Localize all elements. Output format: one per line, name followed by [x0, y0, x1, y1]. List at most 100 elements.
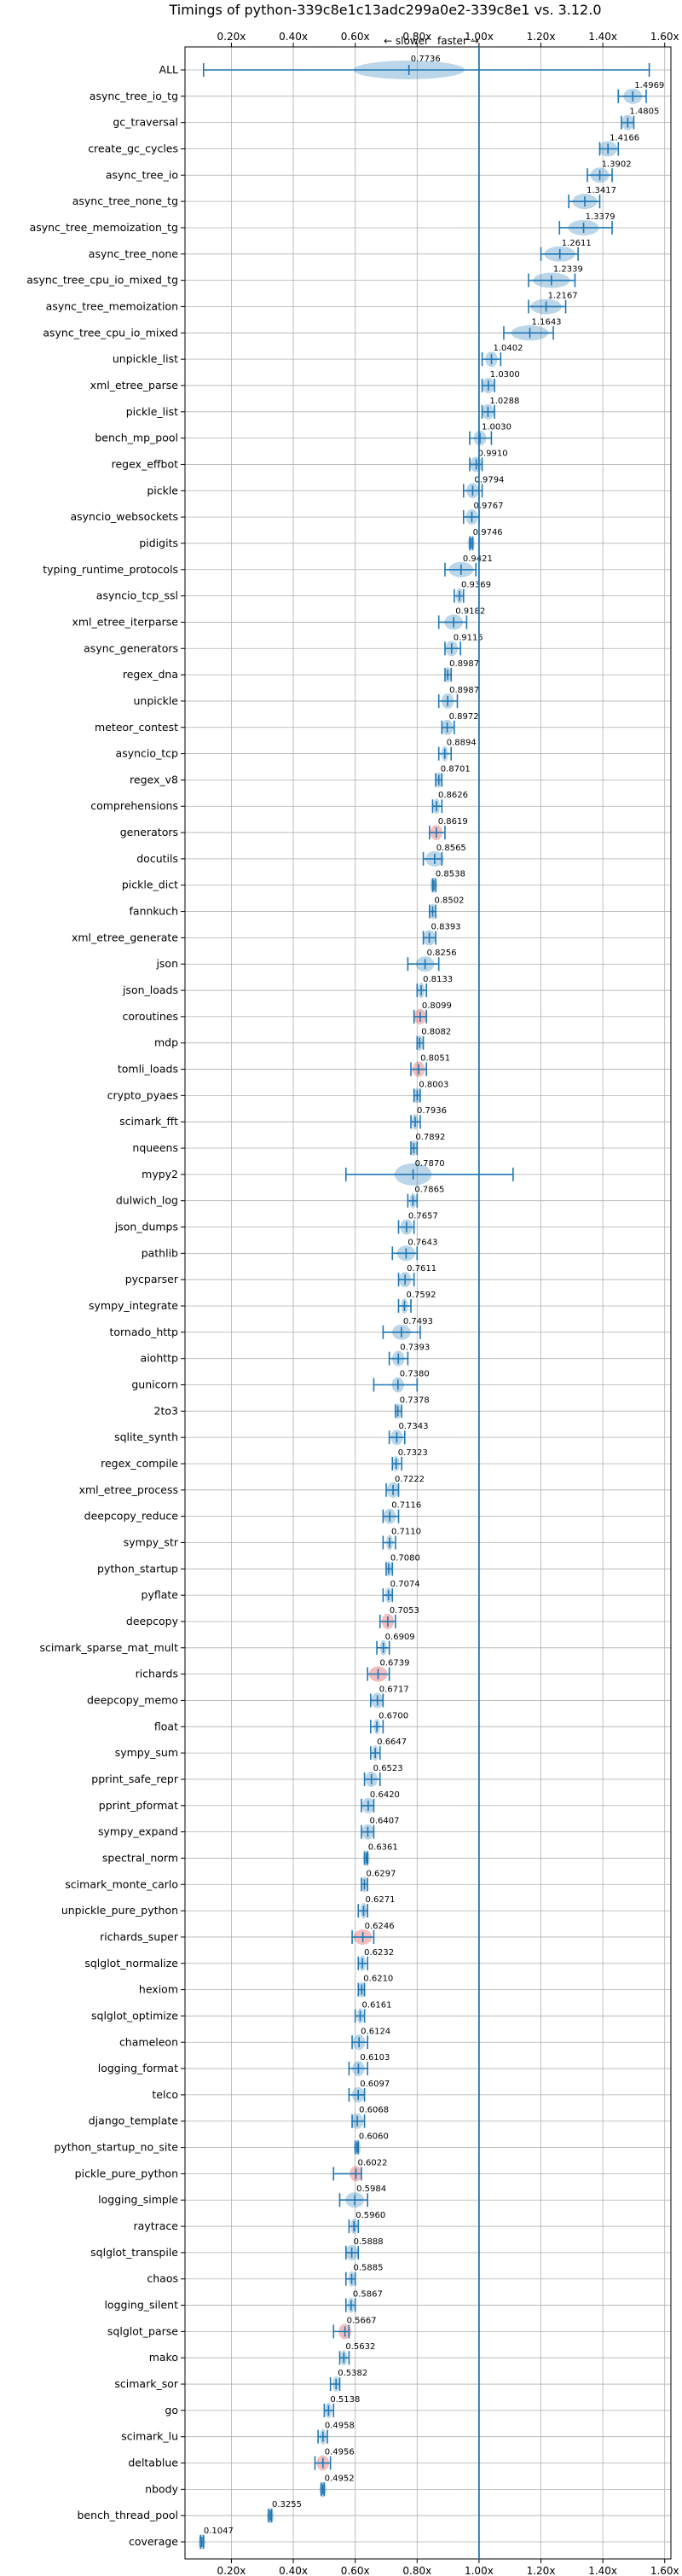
- value-label: 1.3379: [586, 212, 616, 222]
- benchmark-label: python_startup: [97, 1562, 178, 1575]
- benchmark-label: json_dumps: [114, 1221, 178, 1233]
- benchmark-label: gc_traversal: [113, 116, 178, 129]
- benchmark-label: sympy_expand: [98, 1825, 178, 1838]
- benchmark-label: bench_thread_pool: [77, 2509, 178, 2521]
- value-label: 0.6297: [366, 1869, 396, 1878]
- benchmark-label: nqueens: [132, 1141, 178, 1154]
- value-label: 0.7343: [398, 1422, 428, 1431]
- value-label: 0.7074: [390, 1580, 420, 1589]
- value-label: 0.3255: [272, 2500, 302, 2509]
- benchmark-label: crypto_pyaes: [107, 1088, 178, 1101]
- x-tick-label-bottom: 0.40x: [279, 2565, 308, 2576]
- benchmark-label: richards_super: [100, 1930, 179, 1943]
- value-label: 0.7080: [390, 1553, 420, 1563]
- benchmark-label: spectral_norm: [102, 1851, 178, 1864]
- benchmark-label: regex_dna: [123, 668, 178, 681]
- benchmark-label: fannkuch: [130, 905, 178, 918]
- benchmark-label: async_tree_io_tg: [90, 90, 178, 102]
- value-label: 0.8626: [438, 791, 468, 800]
- benchmark-label: pathlib: [142, 1246, 178, 1259]
- value-label: 0.8082: [421, 1028, 451, 1037]
- x-tick-label-top: 0.20x: [217, 31, 246, 43]
- benchmark-label: xml_etree_iterparse: [72, 615, 178, 628]
- benchmark-label: typing_runtime_protocols: [43, 563, 178, 576]
- value-label: 0.6103: [360, 2053, 390, 2063]
- x-tick-label-top: 1.40x: [588, 31, 617, 43]
- benchmark-label: float: [154, 1720, 178, 1732]
- benchmark-label: coroutines: [123, 1010, 178, 1023]
- benchmark-label: telco: [152, 2088, 178, 2101]
- value-label: 0.6246: [365, 1922, 395, 1931]
- value-label: 0.9182: [455, 606, 485, 616]
- value-label: 0.8972: [449, 712, 479, 722]
- benchmark-label: coverage: [129, 2535, 178, 2548]
- value-label: 0.8987: [449, 686, 479, 695]
- value-label: 1.3417: [587, 186, 616, 195]
- benchmark-label: tomli_loads: [118, 1063, 178, 1076]
- benchmark-label: async_tree_cpu_io_mixed: [43, 326, 178, 339]
- value-label: 0.6407: [369, 1817, 399, 1826]
- value-label: 0.7870: [415, 1159, 445, 1169]
- benchmark-label: deepcopy: [126, 1615, 179, 1627]
- benchmark-label: sqlglot_transpile: [90, 2246, 178, 2259]
- benchmark-label: asyncio_tcp: [116, 747, 179, 760]
- value-label: 0.5885: [354, 2264, 384, 2273]
- violin-marks-layer: 0.7736 1.4969 1.4805 1.4166 1.3902 1.3417 1.33…: [198, 55, 664, 2550]
- benchmark-label: deepcopy_reduce: [84, 1510, 179, 1523]
- benchmark-label: nbody: [145, 2482, 178, 2495]
- x-tick-label-top: 0.80x: [402, 31, 431, 43]
- value-label: 0.8099: [422, 1001, 452, 1011]
- value-label: 0.8393: [431, 922, 461, 931]
- benchmark-label: async_tree_io: [106, 168, 178, 181]
- value-label: 0.9746: [473, 528, 503, 537]
- benchmark-label: unpickle_pure_python: [61, 1904, 178, 1917]
- value-label: 1.1643: [532, 317, 562, 327]
- benchmark-label: pprint_safe_repr: [91, 1772, 179, 1785]
- benchmark-label: aiohttp: [141, 1352, 179, 1365]
- benchmark-label: sympy_integrate: [89, 1299, 178, 1312]
- benchmark-label: scimark_sparse_mat_mult: [40, 1641, 179, 1654]
- benchmark-label: docutils: [136, 852, 178, 865]
- value-label: 0.6022: [357, 2158, 387, 2167]
- benchmark-label: create_gc_cycles: [88, 142, 178, 154]
- benchmark-label: ALL: [159, 63, 179, 76]
- benchmark-label: sqlite_synth: [114, 1430, 178, 1443]
- value-label: 0.8133: [423, 975, 453, 984]
- benchmark-label: generators: [120, 826, 178, 838]
- value-label: 0.6523: [373, 1764, 403, 1773]
- value-label: 0.8565: [436, 844, 466, 853]
- benchmark-label: pickle_list: [126, 405, 178, 418]
- benchmark-label: scimark_monte_carlo: [65, 1877, 178, 1890]
- benchmark-label: logging_simple: [98, 2193, 178, 2206]
- x-tick-label-bottom: 1.60x: [650, 2565, 679, 2576]
- x-tick-label-bottom: 1.00x: [465, 2565, 494, 2576]
- slower-direction-label: ← slower: [384, 35, 429, 47]
- value-label: 0.6068: [359, 2106, 389, 2115]
- benchmark-label: regex_effbot: [112, 457, 178, 470]
- benchmark-label: deltablue: [128, 2457, 178, 2469]
- value-label: 0.8894: [447, 739, 477, 748]
- benchmark-label: sympy_str: [124, 1535, 179, 1548]
- value-label: 0.8256: [427, 949, 457, 958]
- value-label: 0.8003: [419, 1080, 448, 1089]
- value-label: 0.8987: [449, 659, 479, 669]
- chart-title: Timings of python-339c8e1c13adc299a0e2-3…: [169, 2, 602, 18]
- benchmark-label: pyflate: [142, 1588, 179, 1601]
- value-label: 0.8538: [436, 870, 465, 879]
- value-label: 0.4952: [325, 2474, 355, 2483]
- value-label: 0.7936: [417, 1106, 447, 1116]
- value-label: 0.6647: [377, 1738, 407, 1747]
- benchmark-label: async_tree_memoization: [46, 299, 178, 312]
- benchmark-label: richards: [136, 1668, 178, 1680]
- benchmark-label: scimark_fft: [119, 1115, 178, 1128]
- value-label: 0.7892: [415, 1133, 445, 1142]
- benchmark-label: chameleon: [119, 2035, 178, 2048]
- benchmark-label: json: [155, 957, 178, 970]
- axes-layer: 0.20x 0.20x 0.40x 0.40x 0.60x 0.60x 0.80x 0.80x…: [26, 31, 679, 2576]
- benchmark-label: pickle_pure_python: [75, 2167, 178, 2179]
- benchmark-label: deepcopy_memo: [87, 1693, 178, 1706]
- value-label: 0.7493: [403, 1317, 433, 1326]
- value-label: 0.5888: [354, 2237, 384, 2247]
- value-label: 0.5667: [347, 2316, 377, 2325]
